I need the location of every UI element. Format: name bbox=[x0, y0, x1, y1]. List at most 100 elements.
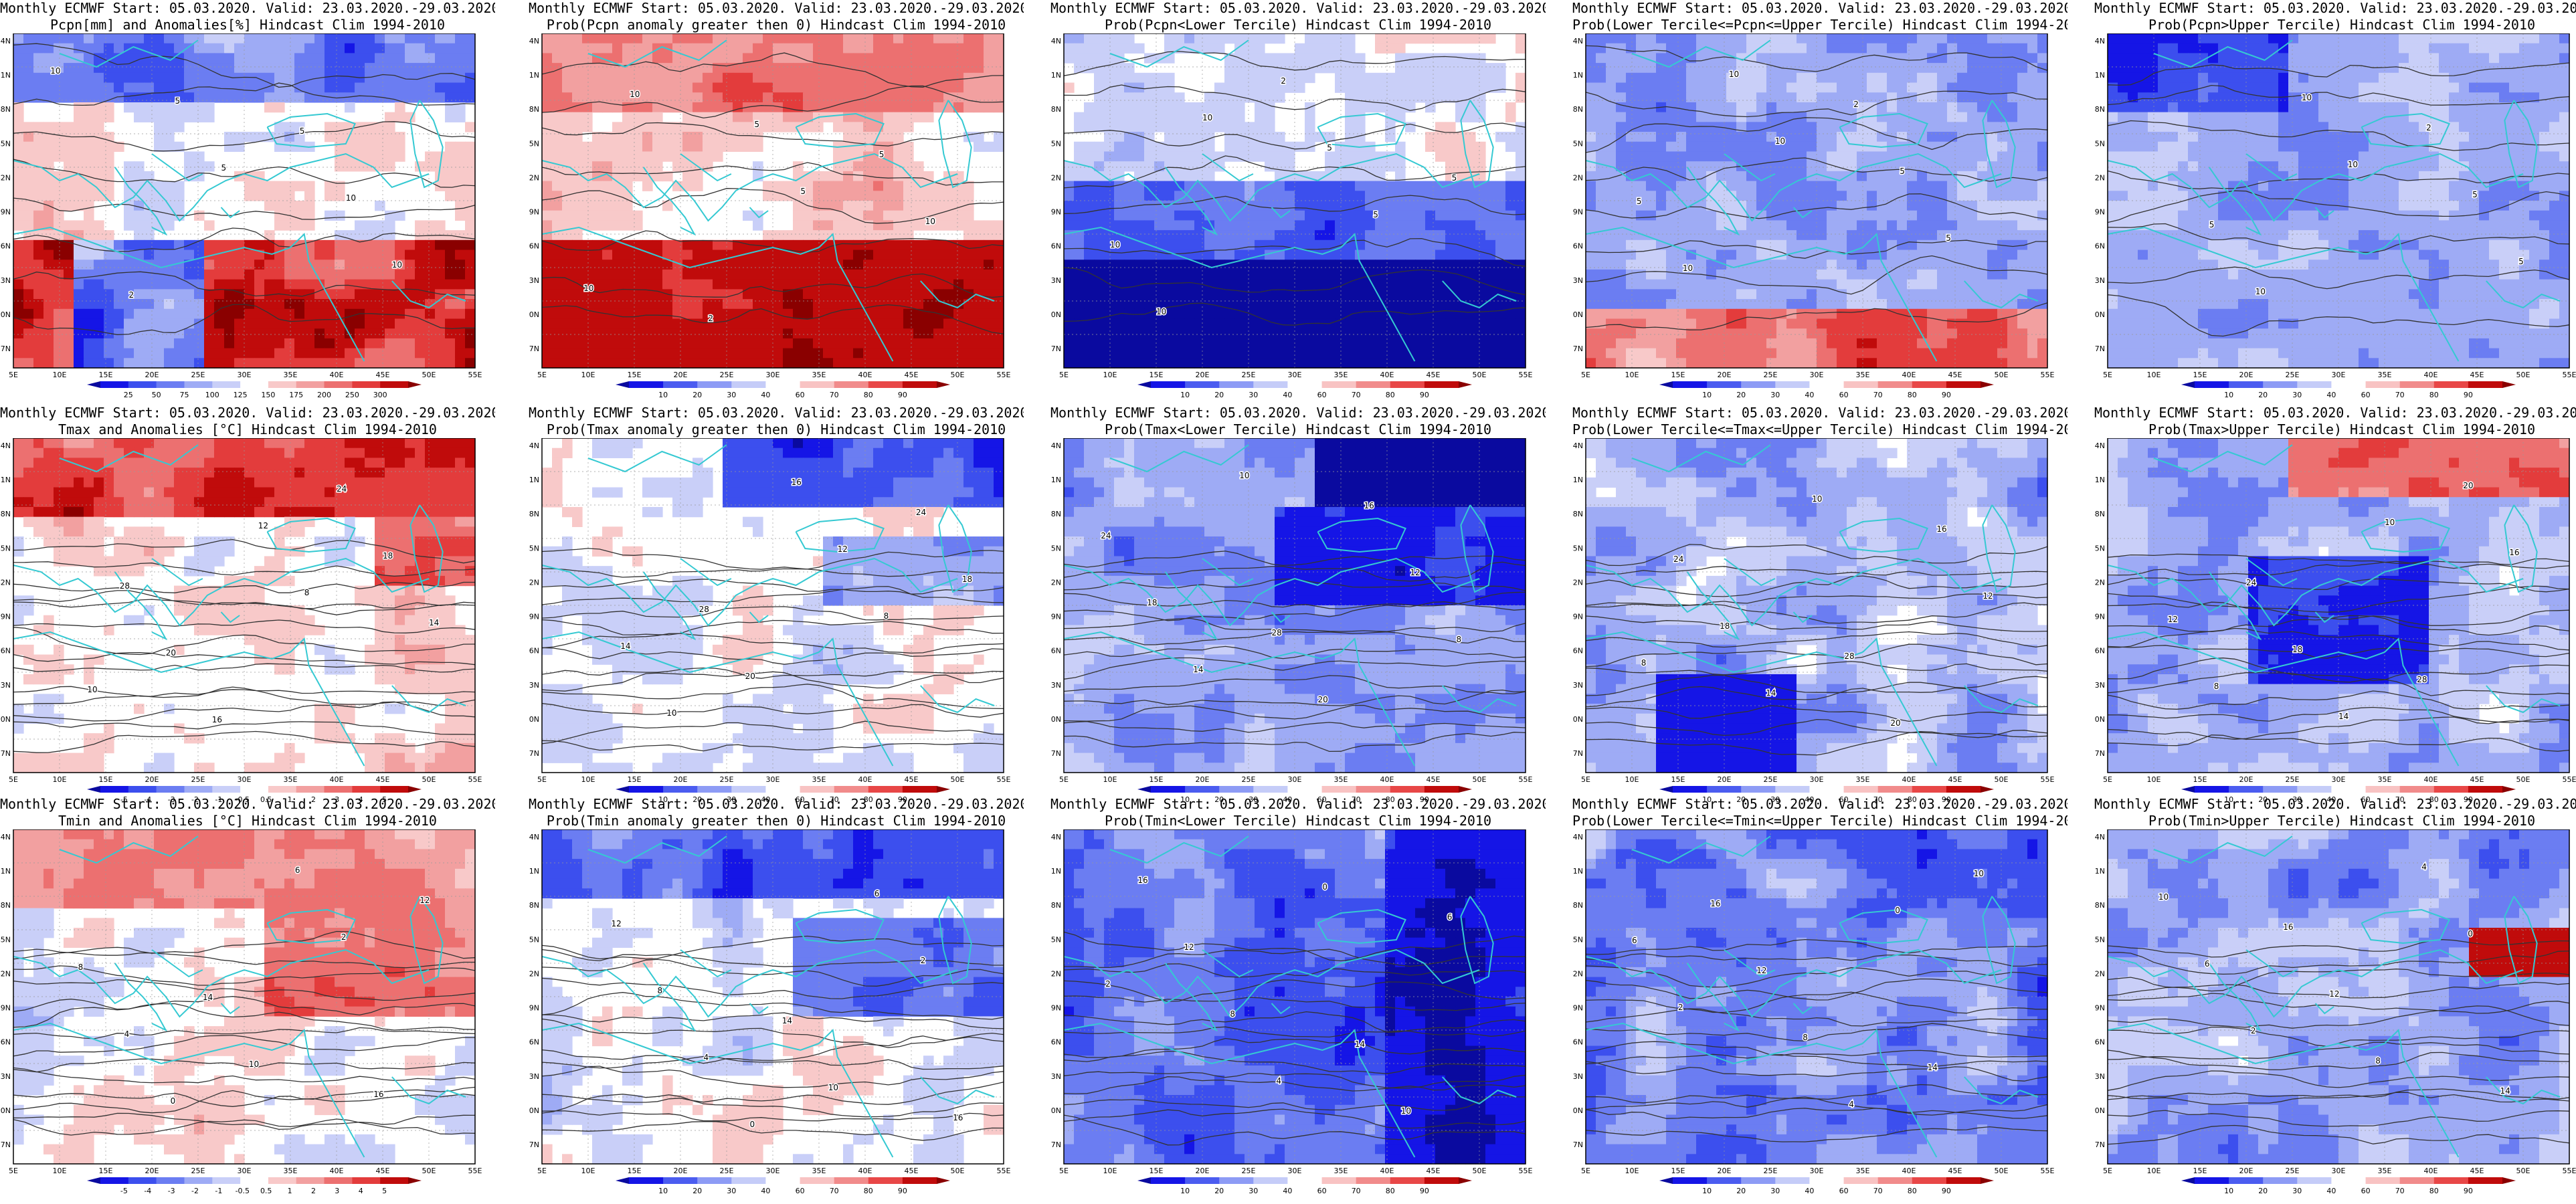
longitude-label: 50E bbox=[2516, 371, 2531, 379]
longitude-label: 15E bbox=[628, 1167, 642, 1175]
colorbar-tick-label: -1 bbox=[215, 1187, 222, 1195]
contour-label: 14 bbox=[782, 1016, 792, 1025]
colorbar-min-arrow bbox=[1659, 381, 1673, 388]
colorbar-segment bbox=[128, 786, 157, 793]
latitude-label: 54N bbox=[529, 37, 539, 45]
coastlines bbox=[1585, 444, 2039, 767]
colorbar-segment bbox=[1707, 786, 1742, 793]
colorbar-segment bbox=[212, 1177, 241, 1184]
contour-label: 4 bbox=[1849, 1100, 1854, 1109]
longitude-label: 10E bbox=[1625, 1167, 1639, 1175]
longitude-label: 15E bbox=[2193, 1167, 2207, 1175]
colorbar-tick-label: 80 bbox=[1908, 1187, 1917, 1195]
colorbar-tick-label: 60 bbox=[2361, 1187, 2371, 1195]
coastlines bbox=[2107, 444, 2561, 767]
contour-label: 16 bbox=[2509, 548, 2519, 557]
contour-label: 2 bbox=[1678, 1003, 1683, 1012]
latitude-label: 48N bbox=[0, 901, 11, 910]
panel-title: Monthly ECMWF Start: 05.03.2020. Valid: … bbox=[0, 0, 495, 33]
map-frame bbox=[2107, 33, 2570, 369]
panel-title: Monthly ECMWF Start: 05.03.2020. Valid: … bbox=[1050, 796, 1546, 829]
colorbar-tick-label: 40 bbox=[1805, 1187, 1814, 1195]
colorbar-tick-label: 30 bbox=[1249, 795, 1258, 804]
panel-title-line2: Prob(Tmin>Upper Tercile) Hindcast Clim 1… bbox=[2094, 813, 2576, 829]
longitude-label: 45E bbox=[905, 775, 919, 784]
field-shading bbox=[542, 829, 1004, 1165]
latitude-label: 33N bbox=[0, 681, 11, 690]
colorbar-segment bbox=[1151, 381, 1186, 388]
colorbar-segment bbox=[834, 786, 869, 793]
colorbar-segment bbox=[1707, 1177, 1742, 1184]
map-frame bbox=[1585, 33, 2048, 369]
contour-label: 28 bbox=[120, 581, 130, 591]
panel-title: Monthly ECMWF Start: 05.03.2020. Valid: … bbox=[1572, 796, 2067, 829]
contour-label: 0 bbox=[171, 1096, 176, 1106]
forecast-panel: Monthly ECMWF Start: 05.03.2020. Valid: … bbox=[0, 0, 495, 399]
colorbar-max-arrow bbox=[1981, 786, 1994, 793]
forecast-map: 10 5 10 5 10 2 5 27N 30N 33N 36N 39N 42N 45N 48N 51N 54N… bbox=[2094, 33, 2576, 379]
colorbar-tick-label: 90 bbox=[1942, 1187, 1951, 1195]
colorbar-segment bbox=[2433, 1177, 2469, 1184]
colorbar-tick-label: 30 bbox=[2292, 795, 2302, 804]
colorbar: -5 -4 -3 -2 -1 -0.5 0.5 1 2 3 4 5 bbox=[87, 786, 422, 804]
colorbar-segment bbox=[629, 786, 664, 793]
longitude-label: 25E bbox=[1764, 371, 1778, 379]
longitude-label: 15E bbox=[99, 371, 113, 379]
panel-title: Monthly ECMWF Start: 05.03.2020. Valid: … bbox=[529, 405, 1024, 438]
longitude-label: 50E bbox=[1473, 1167, 1487, 1175]
colorbar-segment bbox=[2365, 1177, 2401, 1184]
colorbar-tick-label: 20 bbox=[1214, 795, 1224, 804]
colorbar-min-arrow bbox=[87, 381, 100, 388]
graticule bbox=[1586, 829, 2047, 1164]
colorbar-segment bbox=[1287, 786, 1322, 793]
colorbar-segment bbox=[1424, 1177, 1459, 1184]
latitude-label: 36N bbox=[1050, 647, 1061, 656]
panel-title-line1: Monthly ECMWF Start: 05.03.2020. Valid: … bbox=[0, 0, 495, 17]
colorbar-segment bbox=[156, 786, 185, 793]
panel-title-line2: Prob(Pcpn anomaly greater then 0) Hindca… bbox=[529, 17, 1024, 33]
contour-label: 10 bbox=[630, 90, 640, 99]
latitude-label: 45N bbox=[529, 544, 539, 553]
colorbar-segment bbox=[1946, 786, 1981, 793]
latitude-label: 51N bbox=[2094, 71, 2105, 80]
panel-title: Monthly ECMWF Start: 05.03.2020. Valid: … bbox=[0, 405, 495, 438]
colorbar-tick-label: 20 bbox=[693, 1187, 702, 1195]
colorbar-tick-label: 80 bbox=[1908, 795, 1917, 804]
latitude-label: 54N bbox=[0, 441, 11, 450]
colorbar-tick-label: 60 bbox=[796, 391, 805, 399]
coastlines bbox=[1585, 835, 2039, 1158]
colorbar-tick-label: 10 bbox=[1180, 1187, 1190, 1195]
longitude-label: 45E bbox=[2470, 1167, 2484, 1175]
longitude-label: 20E bbox=[1718, 775, 1732, 784]
contour-label: 8 bbox=[304, 588, 310, 597]
latitude-label: 27N bbox=[2094, 1140, 2105, 1149]
longitude-label: 20E bbox=[2239, 775, 2253, 784]
longitude-label: 30E bbox=[1810, 1167, 1824, 1175]
contour-label: 2 bbox=[1281, 76, 1286, 86]
panel-title-line1: Monthly ECMWF Start: 05.03.2020. Valid: … bbox=[0, 796, 495, 813]
longitude-label: 30E bbox=[2332, 371, 2346, 379]
colorbar-min-arrow bbox=[2181, 1177, 2195, 1184]
latitude-label: 54N bbox=[1050, 441, 1061, 450]
colorbar: 10 20 30 40 60 70 80 90 bbox=[2181, 381, 2516, 399]
longitude-label: 45E bbox=[1427, 371, 1441, 379]
longitude-label: 20E bbox=[674, 371, 688, 379]
colorbar-segment bbox=[268, 1177, 297, 1184]
graticule bbox=[2108, 438, 2569, 773]
contour-label: 8 bbox=[1803, 1033, 1808, 1042]
latitude-label: 54N bbox=[1572, 37, 1583, 45]
longitude-label: 10E bbox=[2147, 371, 2161, 379]
colorbar-segment bbox=[2365, 381, 2401, 388]
colorbar-max-arrow bbox=[408, 1177, 422, 1184]
colorbar-min-arrow bbox=[1137, 1177, 1151, 1184]
contour-lines bbox=[1063, 931, 1526, 1146]
colorbar-tick-label: 40 bbox=[1805, 795, 1814, 804]
coastlines bbox=[2107, 39, 2561, 362]
contour-label: 12 bbox=[2329, 989, 2339, 999]
longitude-label: 10E bbox=[1103, 1167, 1117, 1175]
colorbar-min-arrow bbox=[1137, 786, 1151, 793]
latitude-label: 51N bbox=[1050, 867, 1061, 876]
colorbar-segment bbox=[1673, 1177, 1708, 1184]
contour-label: 10 bbox=[1110, 240, 1120, 249]
